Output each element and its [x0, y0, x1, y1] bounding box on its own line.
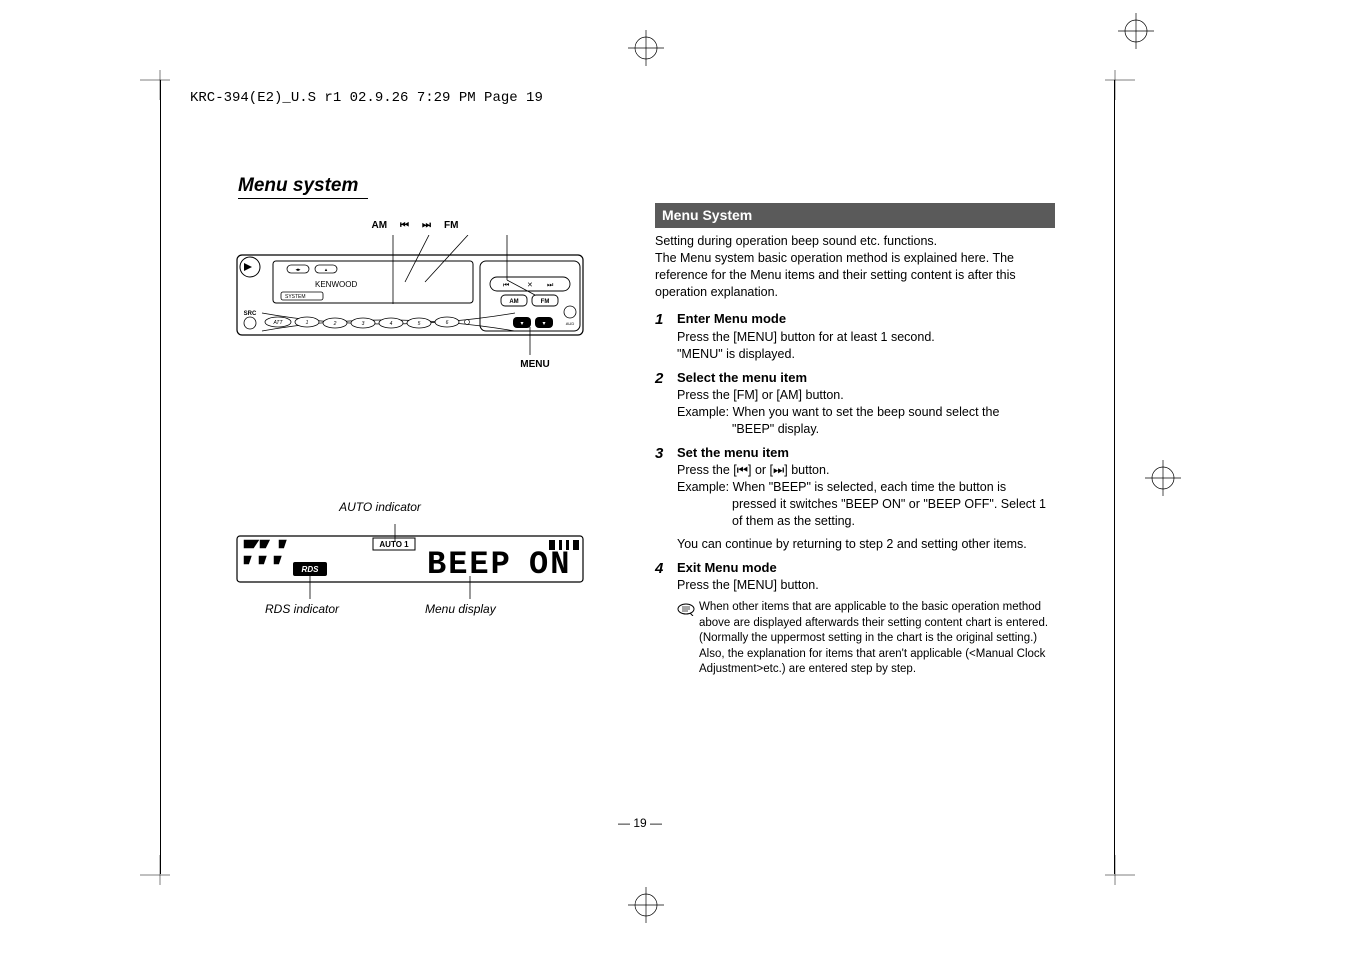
brand-text: KENWOOD	[315, 280, 357, 289]
page-content: KRC-394(E2)_U.S r1 02.9.26 7:29 PM Page …	[180, 50, 1100, 880]
reg-target-corner-tr	[1118, 13, 1154, 52]
reg-target-bottom	[628, 887, 664, 926]
page-title: Menu system	[238, 175, 368, 199]
step-title: Exit Menu mode	[677, 559, 1055, 577]
svg-text:AM: AM	[509, 299, 518, 305]
note-block: When other items that are applicable to …	[677, 600, 1055, 678]
step-body-text: Press the [MENU] button.	[677, 577, 1055, 594]
step-example-rest: pressed it switches "BEEP ON" or "BEEP O…	[677, 496, 1055, 530]
svg-text:5: 5	[418, 321, 421, 327]
step-title: Select the menu item	[677, 369, 1055, 387]
svg-text:SYSTEM: SYSTEM	[285, 294, 306, 300]
rds-indicator-label: RDS indicator	[235, 602, 415, 616]
step-num: 3	[655, 444, 677, 530]
svg-text:ON: ON	[529, 546, 571, 583]
svg-text:4: 4	[390, 321, 393, 327]
step-body-text: Press the [FM] or [AM] button.	[677, 387, 1055, 404]
step-4: 4 Exit Menu mode Press the [MENU] button…	[655, 559, 1055, 594]
svg-text:3: 3	[362, 321, 365, 327]
step-1: 1 Enter Menu mode Press the [MENU] butto…	[655, 310, 1055, 362]
left-column: AM ⏮ ⏭ FM	[235, 220, 585, 370]
continue-text: You can continue by returning to step 2 …	[677, 536, 1055, 553]
label-am: AM	[371, 220, 387, 231]
svg-text:⏭: ⏭	[547, 282, 554, 289]
label-fm: FM	[444, 220, 458, 231]
unit-top-labels: AM ⏮ ⏭ FM	[235, 220, 585, 235]
right-column: Menu System Setting during operation bee…	[655, 203, 1055, 678]
svg-text:◂▸: ◂▸	[295, 267, 301, 273]
note-icon	[677, 600, 699, 678]
frame-left	[160, 80, 161, 874]
svg-text:▾: ▾	[542, 321, 545, 327]
label-menu: MENU	[235, 355, 585, 370]
step-num: 1	[655, 310, 677, 362]
crop-mark-br	[1095, 855, 1135, 895]
step-2: 2 Select the menu item Press the [FM] or…	[655, 369, 1055, 438]
svg-text:AUTO 1: AUTO 1	[379, 540, 409, 549]
print-header: KRC-394(E2)_U.S r1 02.9.26 7:29 PM Page …	[190, 90, 543, 106]
label-next-icon: ⏭	[422, 220, 431, 231]
radio-unit-diagram: ◂▸ ▴ KENWOOD SYSTEM ⏮ ✕ ⏭ AM FM	[235, 235, 585, 355]
svg-text:2: 2	[333, 321, 337, 327]
step-example-lead: Example: When "BEEP" is selected, each t…	[677, 480, 1006, 494]
step-num: 4	[655, 559, 677, 594]
section-heading: Menu System	[655, 203, 1055, 228]
reg-target-right	[1145, 460, 1181, 499]
svg-text:BEEP: BEEP	[427, 546, 512, 583]
step-title: Enter Menu mode	[677, 310, 1055, 328]
svg-text:6: 6	[446, 320, 449, 326]
svg-text:1: 1	[306, 320, 309, 326]
page-number: — 19 —	[180, 816, 1100, 830]
auto-indicator-label: AUTO indicator	[235, 500, 585, 514]
step-body-text: Press the [MENU] button for at least 1 s…	[677, 329, 1055, 363]
display-diagram: AUTO indicator	[235, 500, 585, 616]
label-prev-icon: ⏮	[400, 220, 409, 231]
step-num: 2	[655, 369, 677, 438]
crop-mark-tr	[1095, 60, 1135, 100]
svg-text:RDS: RDS	[302, 565, 320, 574]
intro-text: Setting during operation beep sound etc.…	[655, 233, 1055, 301]
step-3: 3 Set the menu item Press the [⏮] or [⏭]…	[655, 444, 1055, 530]
step-example-rest: "BEEP" display.	[677, 421, 1055, 438]
step-example-lead: Example: When you want to set the beep s…	[677, 405, 999, 419]
svg-text:ATT: ATT	[272, 320, 283, 326]
step-title: Set the menu item	[677, 444, 1055, 462]
svg-text:AUD: AUD	[566, 321, 575, 326]
svg-text:✕: ✕	[527, 282, 533, 289]
note-text: When other items that are applicable to …	[699, 600, 1055, 678]
svg-text:▾: ▾	[520, 321, 523, 327]
svg-text:FM: FM	[541, 299, 550, 305]
svg-text:▴: ▴	[325, 267, 328, 273]
svg-text:⏮: ⏮	[503, 282, 509, 289]
svg-text:SRC: SRC	[244, 311, 257, 317]
menu-display-label: Menu display	[415, 602, 585, 616]
frame-right	[1114, 80, 1115, 874]
step-body-text: Press the [⏮] or [⏭] button.	[677, 462, 1055, 479]
